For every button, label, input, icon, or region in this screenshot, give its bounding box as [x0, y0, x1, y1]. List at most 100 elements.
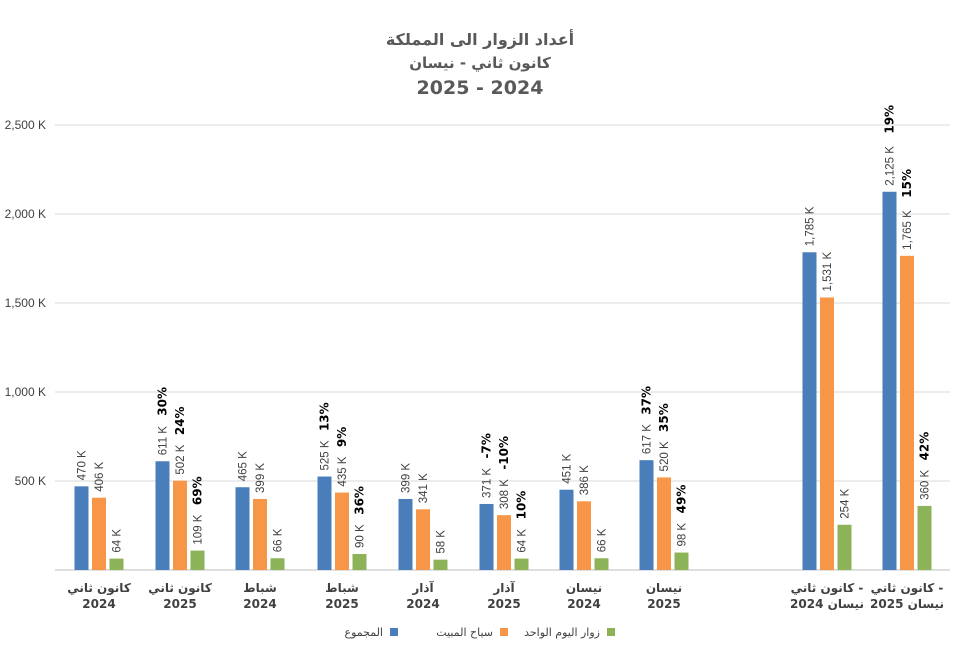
- bar: [837, 524, 852, 570]
- data-label: 611 K: [158, 426, 170, 456]
- bar: [594, 558, 609, 570]
- data-label: 66 K: [597, 528, 609, 552]
- change-label: -10%: [497, 436, 511, 470]
- x-category-label: 2024: [567, 597, 600, 611]
- bars: [74, 191, 932, 570]
- change-label: 35%: [657, 403, 671, 432]
- data-label: 435 K: [337, 456, 349, 486]
- x-category-label: 2024: [243, 597, 276, 611]
- change-label: 9%: [335, 427, 349, 447]
- x-category-label: 2024: [82, 597, 115, 611]
- bar: [497, 515, 511, 570]
- chart-title-line-2: كانون ثاني - نيسان: [409, 54, 551, 72]
- data-label: 371 K: [482, 468, 494, 498]
- chart-title-line-1: أعداد الزوار الى المملكة: [386, 29, 574, 49]
- legend-label: المجموع: [345, 626, 383, 639]
- data-label: 1,785 K: [805, 206, 817, 246]
- data-label: 90 K: [355, 524, 367, 548]
- data-label: 386 K: [579, 465, 591, 495]
- chart-title: أعداد الزوار الى المملكة كانون ثاني - ني…: [386, 29, 574, 99]
- legend-swatch: [500, 628, 508, 636]
- data-label: 109 K: [193, 514, 205, 544]
- bar: [190, 550, 205, 570]
- bar: [882, 191, 897, 570]
- data-label: 465 K: [238, 451, 250, 481]
- bar: [577, 501, 591, 570]
- data-label: 470 K: [77, 450, 89, 480]
- bar: [657, 477, 671, 570]
- bar: [155, 461, 170, 570]
- data-label: 98 K: [677, 523, 689, 547]
- x-category-label: آذار: [411, 580, 434, 595]
- change-label: 24%: [173, 406, 187, 435]
- x-category-label: آذار: [492, 580, 515, 595]
- bar: [74, 486, 89, 570]
- bar: [335, 492, 349, 570]
- change-label: 69%: [191, 476, 205, 505]
- x-category-label: نيسان 2024: [790, 597, 864, 611]
- data-label: 360 K: [920, 470, 932, 500]
- legend-swatch: [607, 628, 615, 636]
- x-category-label: كانون ثاني: [148, 581, 212, 596]
- data-label: 406 K: [94, 461, 106, 491]
- bar: [433, 559, 448, 570]
- data-label: 502 K: [175, 444, 187, 474]
- gridlines: [55, 124, 950, 482]
- x-category-label: شباط: [325, 581, 359, 595]
- data-label: 399 K: [255, 463, 267, 493]
- bar: [802, 252, 817, 570]
- change-label: 30%: [156, 387, 170, 416]
- bar: [398, 498, 413, 570]
- change-label: 13%: [318, 402, 332, 431]
- bar: [900, 255, 914, 570]
- y-tick-label: 2,000 K: [5, 207, 46, 221]
- bar: [173, 480, 187, 570]
- change-label: 49%: [675, 485, 689, 514]
- data-label: 58 K: [436, 530, 448, 554]
- bar: [253, 498, 267, 570]
- y-tick-label: 2,500 K: [5, 118, 46, 132]
- x-category-label: 2024: [406, 597, 439, 611]
- data-label: 520 K: [659, 441, 671, 471]
- data-label: 64 K: [112, 529, 124, 553]
- bar: [416, 509, 430, 570]
- data-label: 2,125 K: [885, 146, 897, 186]
- data-label: 341 K: [418, 473, 430, 503]
- x-category-label: 2025: [325, 597, 358, 611]
- data-label: 66 K: [273, 528, 285, 552]
- bar: [235, 487, 250, 570]
- y-tick-label: 500 K: [15, 474, 46, 488]
- legend-swatch: [390, 628, 398, 636]
- x-category-label: كانون ثاني: [67, 581, 131, 596]
- data-label: 1,531 K: [822, 252, 834, 292]
- data-label: 1,765 K: [902, 210, 914, 250]
- change-label: -7%: [480, 433, 494, 458]
- x-category-label: 2025: [163, 597, 196, 611]
- x-category-label: كانون ثاني -: [871, 581, 944, 596]
- change-label: 42%: [918, 432, 932, 461]
- bar: [479, 503, 494, 570]
- data-labels: 470 K 611 K 30% 465 K 525 K 13% 399 K 371 K -7% 4…: [77, 105, 932, 554]
- bar: [109, 558, 124, 570]
- change-label: 15%: [900, 169, 914, 198]
- bar: [92, 497, 106, 570]
- bar: [352, 553, 367, 570]
- y-tick-label: 1,000 K: [5, 385, 46, 399]
- bar: [674, 552, 689, 570]
- change-label: 19%: [883, 105, 897, 134]
- legend: المجموع سياح المبيت زوار اليوم الواحد: [345, 626, 615, 639]
- data-label: 308 K: [499, 479, 511, 509]
- chart-title-line-3: 2025 - 2024: [417, 77, 544, 99]
- bar: [270, 558, 285, 570]
- x-category-label: نيسان 2025: [870, 597, 944, 611]
- x-category-label: نيسان: [566, 581, 602, 595]
- change-label: 37%: [640, 386, 654, 415]
- x-category-label: 2025: [647, 597, 680, 611]
- y-tick-label: 1,500 K: [5, 296, 46, 310]
- data-label: 64 K: [517, 529, 529, 553]
- bar: [559, 489, 574, 570]
- change-label: 36%: [353, 486, 367, 515]
- data-label: 451 K: [562, 453, 574, 483]
